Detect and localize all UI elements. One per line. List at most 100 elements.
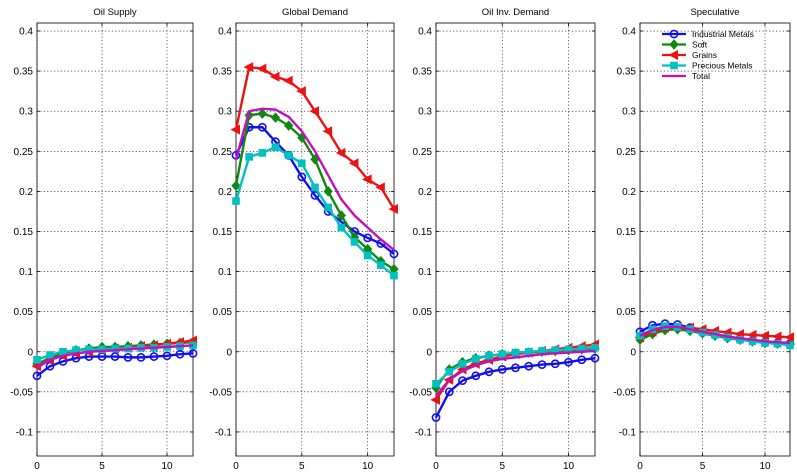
data-point xyxy=(123,352,133,362)
data-point xyxy=(564,357,573,367)
data-point xyxy=(323,186,333,197)
y-tick-label: 0.05 xyxy=(413,307,433,318)
data-point xyxy=(390,271,398,280)
data-point xyxy=(188,348,198,358)
x-tick-label: 5 xyxy=(299,461,305,472)
data-point xyxy=(297,172,307,182)
data-point xyxy=(524,361,534,371)
data-point xyxy=(784,332,794,343)
data-point xyxy=(335,147,346,158)
data-point xyxy=(759,330,769,341)
y-tick-label: -0.05 xyxy=(613,387,636,398)
data-point xyxy=(484,367,494,377)
data-point xyxy=(485,351,493,360)
data-point xyxy=(537,360,547,369)
y-tick-label: 0.05 xyxy=(14,307,34,318)
y-tick-label: 0.4 xyxy=(418,27,432,38)
data-point xyxy=(350,238,359,246)
y-tick-label: -0.05 xyxy=(409,387,432,398)
x-tick-label: 10 xyxy=(362,461,374,472)
data-point xyxy=(149,352,159,361)
plot-frame xyxy=(36,22,194,457)
y-tick-label: 0.15 xyxy=(14,227,34,238)
y-tick-label: 0.25 xyxy=(413,147,433,158)
data-point xyxy=(270,112,281,123)
data-point xyxy=(257,108,268,119)
y-tick-label: 0 xyxy=(226,347,232,358)
x-tick-label: 0 xyxy=(433,461,439,472)
legend-label: Precious Metals xyxy=(692,61,752,71)
data-point xyxy=(511,348,520,357)
series-grains xyxy=(230,62,398,215)
y-tick-label: -0.1 xyxy=(415,427,433,438)
data-point xyxy=(337,223,346,232)
x-tick-label: 0 xyxy=(233,461,239,472)
panel-3: -0.1 -0.05 0 0.05 0.1 0.15 0.2 0.25 0.3 0.35 0.4 0 5… xyxy=(613,7,795,472)
panel-0: -0.1 -0.05 0 0.05 0.1 0.15 0.2 0.25 0.3 0.35 0.4 0 5… xyxy=(10,7,198,472)
y-tick-label: 0.05 xyxy=(213,307,233,318)
data-point xyxy=(771,331,782,342)
data-point xyxy=(283,75,293,86)
x-tick-label: 5 xyxy=(499,461,505,472)
plot-frame xyxy=(435,22,596,457)
x-tick-label: 5 xyxy=(700,461,706,472)
series-line xyxy=(435,349,596,397)
y-tick-label: 0.4 xyxy=(218,27,232,38)
y-tick-label: 0.1 xyxy=(19,267,33,278)
panel-title: Speculative xyxy=(690,7,739,18)
data-point xyxy=(497,364,507,374)
y-tick-label: 0.4 xyxy=(622,27,636,38)
data-point xyxy=(430,394,440,405)
x-tick-label: 10 xyxy=(759,461,771,472)
data-point xyxy=(110,352,120,361)
x-tick-label: 0 xyxy=(34,461,40,472)
data-point xyxy=(375,182,385,193)
data-point xyxy=(471,355,480,363)
data-point xyxy=(761,339,769,347)
y-tick-label: -0.1 xyxy=(619,427,637,438)
data-point xyxy=(458,376,467,386)
data-point xyxy=(389,249,399,259)
y-tick-label: 0.35 xyxy=(617,67,637,78)
panel-title: Oil Supply xyxy=(93,7,137,18)
data-point xyxy=(590,353,600,363)
data-point xyxy=(773,339,782,348)
data-point xyxy=(311,183,319,192)
data-point xyxy=(362,174,372,185)
data-point xyxy=(33,355,41,364)
series-line xyxy=(36,352,194,377)
legend-marker xyxy=(669,39,679,50)
legend-marker xyxy=(668,49,678,61)
data-point xyxy=(432,380,440,388)
y-tick-label: 0.35 xyxy=(213,67,233,78)
y-tick-label: 0.25 xyxy=(617,147,637,158)
data-point xyxy=(309,106,319,117)
y-tick-label: 0.1 xyxy=(622,267,636,278)
series-soft xyxy=(231,108,399,275)
legend-marker xyxy=(669,29,679,39)
y-tick-label: -0.05 xyxy=(209,387,232,398)
y-tick-label: 0.2 xyxy=(19,187,33,198)
x-tick-label: 0 xyxy=(637,461,643,472)
y-tick-label: 0.35 xyxy=(14,67,34,78)
data-point xyxy=(363,233,373,243)
y-tick-label: 0.15 xyxy=(617,227,637,238)
series-line xyxy=(434,356,596,419)
series-total xyxy=(36,344,194,369)
y-tick-label: 0.25 xyxy=(14,147,34,158)
data-point xyxy=(298,159,306,168)
y-tick-label: 0.1 xyxy=(218,267,232,278)
x-tick-label: 5 xyxy=(99,461,105,472)
legend-marker xyxy=(670,61,678,70)
data-point xyxy=(550,359,560,369)
series-line xyxy=(36,344,194,369)
data-point xyxy=(98,345,106,354)
data-point xyxy=(498,350,507,358)
data-point xyxy=(256,63,267,74)
panel-title: Oil Inv. Demand xyxy=(482,7,549,18)
plot-frame xyxy=(235,22,395,457)
y-tick-label: 0.4 xyxy=(19,27,33,38)
data-point xyxy=(269,71,280,82)
data-point xyxy=(59,347,67,356)
